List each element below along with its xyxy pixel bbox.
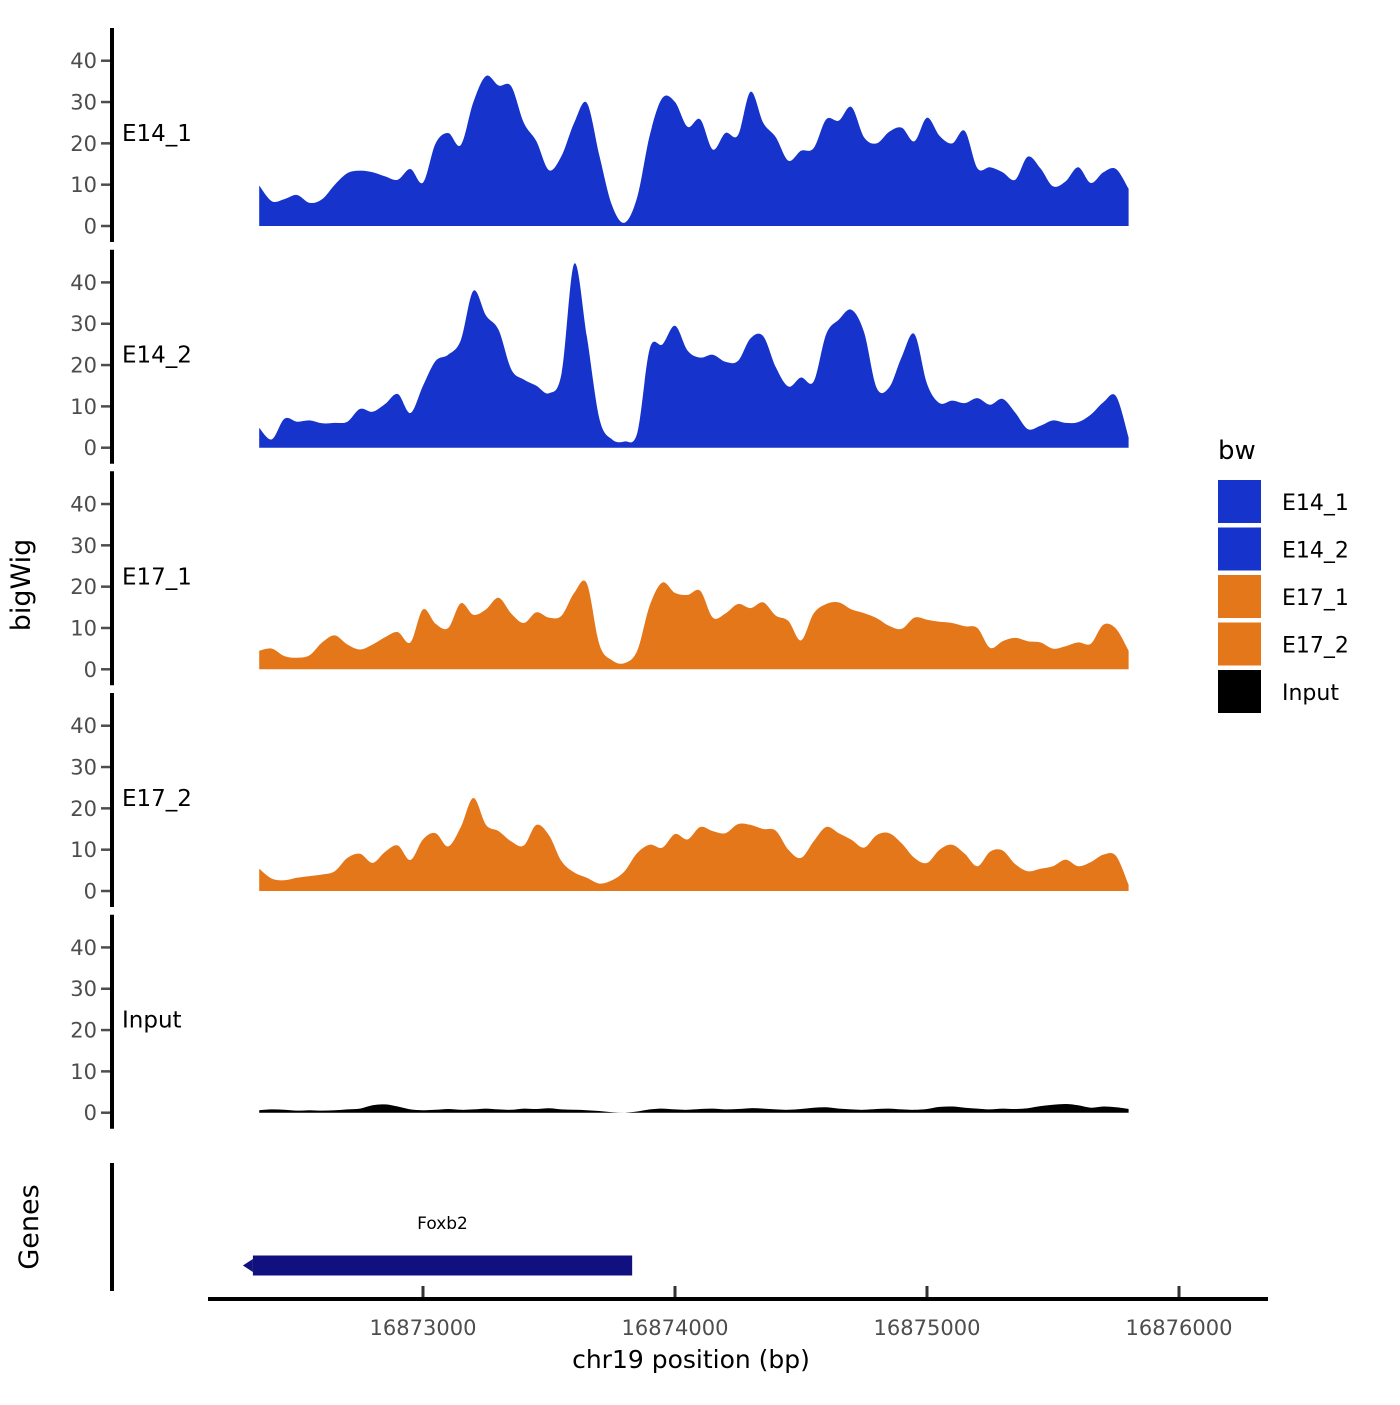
legend-label-E17_1: E17_1 xyxy=(1282,586,1349,611)
x-axis: 16873000 16874000 16875000 16876000 xyxy=(208,1286,1268,1340)
y-tick-label: 30 xyxy=(70,534,97,558)
legend-label-E14_2: E14_2 xyxy=(1282,539,1349,564)
y-tick-label: 30 xyxy=(70,977,97,1001)
legend-swatch-E17_1 xyxy=(1218,575,1261,618)
y-tick-label: 0 xyxy=(84,1101,97,1125)
track-panel-E14_1: 0 10 20 30 40 E14_1 xyxy=(70,28,1129,242)
legend-item-E17_2: E17_2 xyxy=(1218,622,1349,666)
track-panel-E14_2: 0 10 20 30 40 E14_2 xyxy=(70,249,1129,464)
genes-panel: Foxb2 xyxy=(110,1163,633,1291)
legend: E14_1 E14_2 E17_1 E17_2 Input xyxy=(1218,480,1349,713)
coverage-area-E14_1 xyxy=(259,75,1129,226)
y-tick-label: 20 xyxy=(70,354,97,378)
y-tick-label: 40 xyxy=(70,714,97,738)
track-label-E17_2: E17_2 xyxy=(122,786,192,812)
coverage-area-E17_2 xyxy=(259,797,1129,891)
legend-swatch-E14_1 xyxy=(1218,480,1261,523)
y-tick-label: 20 xyxy=(70,575,97,599)
track-panel-E17_1: 0 10 20 30 40 E17_1 xyxy=(70,471,1129,686)
signal-tracks: 0 10 20 30 40 E14_1 0 10 20 30 40 E14_2 0 10 20 30 40 E17… xyxy=(70,28,1129,1129)
y-tick-label: 30 xyxy=(70,91,97,115)
track-panel-Input: 0 10 20 30 40 Input xyxy=(70,914,1129,1129)
track-label-E17_1: E17_1 xyxy=(122,564,192,590)
y-tick-label: 20 xyxy=(70,1019,97,1043)
y-tick-label: 0 xyxy=(84,658,97,682)
y-tick-label: 10 xyxy=(70,173,97,197)
y-tick-label: 10 xyxy=(70,838,97,862)
y-axis-title: bigWig xyxy=(6,539,37,632)
x-tick-label: 16873000 xyxy=(370,1316,477,1340)
track-panel-E17_2: 0 10 20 30 40 E17_2 xyxy=(70,693,1129,907)
y-tick-label: 40 xyxy=(70,271,97,295)
track-label-E14_1: E14_1 xyxy=(122,121,192,147)
y-tick-label: 10 xyxy=(70,395,97,419)
gene-bar xyxy=(252,1255,633,1276)
y-tick-label: 30 xyxy=(70,756,97,780)
legend-item-Input: Input xyxy=(1218,670,1339,713)
legend-title: bw xyxy=(1218,436,1256,466)
x-tick-label: 16875000 xyxy=(874,1316,981,1340)
legend-item-E17_1: E17_1 xyxy=(1218,575,1349,618)
legend-item-E14_1: E14_1 xyxy=(1218,480,1349,523)
legend-item-E14_2: E14_2 xyxy=(1218,527,1349,571)
y-tick-label: 20 xyxy=(70,797,97,821)
track-label-E14_2: E14_2 xyxy=(122,343,192,369)
legend-label-Input: Input xyxy=(1282,681,1339,706)
x-axis-title: chr19 position (bp) xyxy=(572,1345,810,1374)
legend-swatch-E14_2 xyxy=(1218,527,1261,571)
y-tick-label: 20 xyxy=(70,132,97,156)
y-tick-label: 0 xyxy=(84,436,97,460)
track-label-Input: Input xyxy=(122,1008,182,1034)
coverage-area-Input xyxy=(259,1104,1129,1113)
legend-swatch-Input xyxy=(1218,670,1261,713)
y-tick-label: 0 xyxy=(84,880,97,904)
y-tick-label: 40 xyxy=(70,936,97,960)
coverage-area-E14_2 xyxy=(259,263,1129,448)
gene-label: Foxb2 xyxy=(417,1214,468,1234)
x-tick-label: 16876000 xyxy=(1126,1316,1233,1340)
y-tick-label: 10 xyxy=(70,1060,97,1084)
y-tick-label: 40 xyxy=(70,493,97,517)
y-tick-label: 10 xyxy=(70,616,97,640)
y-tick-label: 40 xyxy=(70,49,97,73)
x-tick-label: 16874000 xyxy=(622,1316,729,1340)
legend-swatch-E17_2 xyxy=(1218,622,1261,666)
y-tick-label: 30 xyxy=(70,312,97,336)
gene-strand-arrow-icon xyxy=(242,1259,253,1272)
legend-label-E17_2: E17_2 xyxy=(1282,634,1349,659)
genes-axis-title: Genes xyxy=(14,1184,45,1269)
legend-label-E14_1: E14_1 xyxy=(1282,491,1349,516)
coverage-area-E17_1 xyxy=(259,580,1129,670)
y-tick-label: 0 xyxy=(84,215,97,239)
